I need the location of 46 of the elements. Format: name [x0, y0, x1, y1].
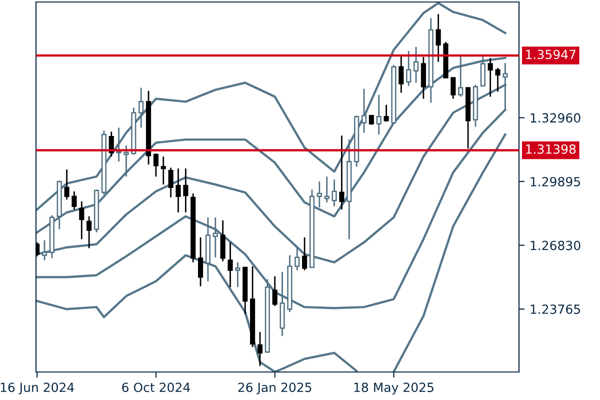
y-tick-label: 1.23765 — [530, 304, 580, 314]
candlestick — [212, 216, 218, 258]
candlestick — [495, 67, 500, 92]
x-tick-label: 18 May 2025 — [354, 382, 434, 395]
candlestick — [257, 331, 263, 367]
candlestick — [176, 168, 181, 214]
candlestick — [332, 178, 337, 208]
candlestick — [339, 134, 344, 210]
ref-line-label: 1.31398 — [526, 144, 576, 154]
candlestick — [384, 104, 389, 122]
candlestick — [220, 220, 226, 262]
candlestick — [361, 88, 367, 134]
candlestick — [272, 276, 278, 307]
ref-line-label: 1.35947 — [526, 50, 576, 60]
candlestick — [436, 13, 441, 63]
candlestick — [64, 168, 70, 200]
x-tick-label: 6 Oct 2024 — [122, 382, 190, 392]
candlestick — [198, 236, 204, 287]
candlestick — [398, 55, 404, 94]
candlestick — [235, 262, 240, 288]
candlestick — [116, 126, 122, 162]
candlestick — [228, 242, 233, 288]
y-tick-label: 1.26830 — [530, 240, 580, 250]
candlestick — [183, 168, 188, 214]
candlestick — [168, 166, 174, 198]
candlestick — [406, 50, 412, 87]
x-tick-label: 26 Jan 2025 — [238, 382, 312, 394]
candlestick — [413, 46, 419, 84]
candlestick — [42, 240, 48, 261]
candlestick — [79, 200, 84, 240]
candlestick — [420, 56, 426, 100]
candlestick — [488, 57, 493, 98]
y-tick-label: 1.32960 — [530, 113, 580, 123]
y-tick-label: 1.29895 — [530, 176, 580, 186]
candlestick — [316, 180, 322, 208]
candlestick — [160, 156, 166, 186]
candlestick — [302, 236, 308, 271]
candlestick — [324, 176, 330, 204]
candlestick — [72, 190, 77, 210]
candlestick — [153, 152, 158, 178]
candlestick — [86, 216, 92, 249]
candlestick — [138, 87, 144, 128]
x-tick-label: 16 Jun 2024 — [0, 382, 74, 394]
candlestick — [450, 77, 456, 100]
candlestick — [124, 144, 129, 178]
candlestick — [376, 94, 382, 136]
